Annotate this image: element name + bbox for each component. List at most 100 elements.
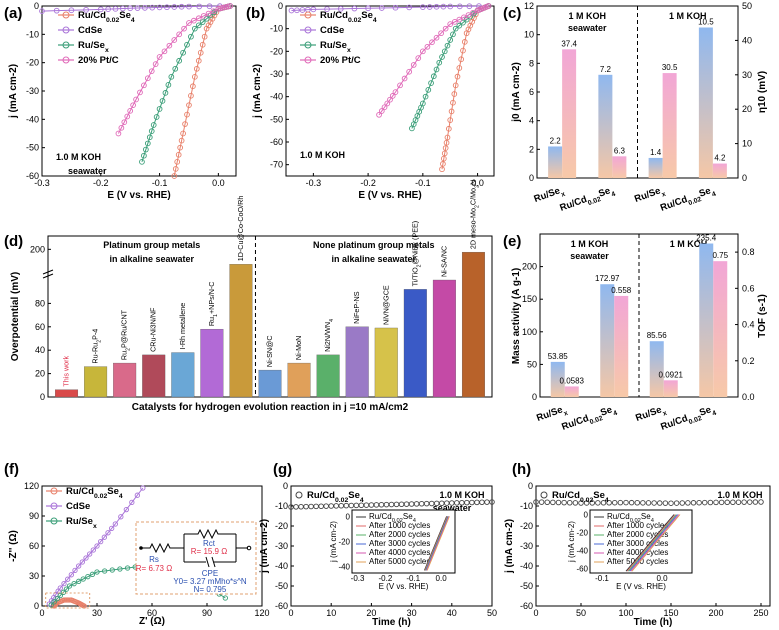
panel-g-inset-xtick-label: 0.0 — [436, 574, 448, 583]
panel-b-data-point — [294, 7, 300, 14]
panel-a-data-point — [178, 3, 185, 10]
panel-f-data-point — [90, 547, 96, 553]
panel-a-data-point — [150, 122, 157, 128]
panel-b-data-point — [441, 48, 448, 55]
panel-h-data-point — [657, 500, 663, 506]
panel-h-inset-legend-label: After 4000 cycles — [607, 548, 668, 557]
panel-f-data-point — [48, 602, 54, 608]
panel-c-bar-right — [612, 156, 627, 178]
panel-c-bar-right — [662, 73, 677, 178]
panel-a-data-point — [172, 65, 179, 72]
panel-e-bar-right — [713, 261, 728, 397]
panel-g-data-point — [393, 501, 400, 508]
panel-d-bar — [461, 251, 485, 398]
panel-b-data-point — [456, 16, 463, 23]
panel-b-data-point — [447, 37, 454, 43]
panel-a-xtick-label: -0.1 — [152, 178, 168, 188]
panel-d-bar — [55, 389, 79, 398]
panel-g-inset-curve — [425, 516, 449, 571]
panel-h-xlabel: Time (h) — [634, 617, 673, 628]
panel-b-data-point — [433, 66, 440, 73]
panel-a-legend-label: CdSe — [78, 25, 102, 36]
panel-a-data-point — [190, 83, 196, 90]
panel-a-data-point — [200, 13, 207, 19]
panel-g-xtick-label: 10 — [326, 608, 336, 618]
panel-f-data-point — [80, 576, 86, 582]
panel-h-inset-curve — [625, 514, 675, 572]
panel-h-data-point — [567, 500, 573, 506]
panel-g-ytick-label: -30 — [275, 541, 288, 551]
panel-h-inset-ylabel: j (mA cm-2) — [567, 521, 576, 563]
panel-b-data-point — [428, 80, 434, 86]
panel-f-legend-label: Ru/Cd0.02Se4 — [66, 486, 123, 500]
panel-a-legend-label: Ru/Cd0.02Se4 — [78, 10, 135, 24]
panel-f-data-point — [51, 599, 57, 605]
panel-a-data-point — [181, 25, 187, 32]
panel-h-inset-ytick-label: 0 — [584, 511, 589, 520]
panel-f-legend-marker — [50, 487, 58, 495]
panel-h-ytick-label: -20 — [520, 521, 533, 531]
panel-d-bar-label: 2D meso-Mo2C/Mo2N — [468, 180, 480, 249]
panel-h-ytick-label: -60 — [520, 601, 533, 611]
panel-b-data-point — [409, 125, 415, 132]
panel-c-ytick-label: 4 — [529, 116, 534, 126]
panel-d-bar-label: Ni-SA/NC — [439, 246, 448, 277]
panel-a-data-point — [186, 20, 192, 26]
panel-e-ylabel-right: TOF (s-1) — [757, 294, 768, 338]
panel-a-data-point — [184, 41, 190, 48]
panel-a-data-point — [195, 57, 202, 64]
panel-b-data-point — [461, 39, 468, 45]
panel-a-data-point — [39, 8, 45, 14]
panel-f-series-line — [48, 487, 144, 605]
panel-h-data-point — [623, 499, 629, 506]
panel-b-data-point — [425, 87, 432, 93]
panel-b-data-point — [456, 22, 463, 29]
panel-a-data-point — [215, 5, 222, 12]
panel-h-data-point — [713, 499, 719, 506]
panel-g-xtick-label: 40 — [447, 608, 457, 618]
panel-d-bar — [84, 366, 108, 398]
panel-f-data-point — [63, 586, 70, 592]
panel-d-bar — [316, 354, 340, 398]
panel-d-group-title: None platinum group metals — [313, 240, 435, 250]
panel-h-data-point — [702, 499, 708, 506]
panel-e-section-label: 1 M KOH — [670, 239, 708, 249]
panel-h-ytick-label: -40 — [520, 561, 533, 571]
panel-f-xtick-label: 120 — [254, 608, 269, 618]
panel-h-inset-ytick-label: -40 — [576, 547, 588, 556]
panel-h-data-point — [724, 499, 731, 506]
panel-g-xlabel: Time (h) — [372, 617, 411, 628]
panel-a-xlabel: E (V vs. RHE) — [107, 190, 170, 201]
panel-f-legend-label: Ru/Sex — [66, 516, 97, 530]
panel-a-data-point — [191, 73, 198, 80]
panel-f-data-point — [71, 581, 77, 587]
panel-e-value-label: 0.558 — [611, 286, 632, 295]
panel-f-ytick-label: 0 — [34, 601, 39, 611]
panel-a-ytick-label: -20 — [26, 58, 39, 68]
panel-f-xtick-label: 90 — [202, 608, 212, 618]
panel-b-data-point — [450, 99, 456, 106]
panel-b-data-point — [447, 117, 454, 123]
panel-f-ylabel: -Z'' (Ω) — [8, 530, 19, 562]
panel-g-data-point — [333, 503, 339, 509]
panel-f-data-point — [57, 592, 63, 599]
panel-f-circuit-label: CPE — [202, 569, 218, 578]
panel-h-xtick-label: 250 — [753, 608, 768, 618]
panel-a-ytick-label: -40 — [26, 114, 39, 124]
panel-c-chart: 0 2 4 6 8 10 12 0 10 20 30 40 50 1 M KOH seawater 1 M K… — [511, 1, 768, 214]
panel-h-data-point — [533, 499, 539, 505]
panel-a-data-point — [206, 3, 213, 10]
panel-c-ytick-right-label: 10 — [742, 139, 752, 149]
panel-f-data-point — [124, 565, 131, 571]
panel-h-inset-ytick-label: -20 — [576, 529, 588, 538]
panel-b-legend-label: CdSe — [320, 25, 344, 36]
panel-b-data-point — [378, 108, 385, 114]
panel-a-data-point — [196, 3, 203, 10]
panel-c-value-label: 4.2 — [714, 154, 726, 163]
panel-h-ytick-label: -30 — [520, 541, 533, 551]
panel-a-data-point — [175, 151, 182, 158]
panel-d-ytick-label: 20 — [35, 369, 45, 379]
panel-b-data-point — [440, 155, 447, 162]
panel-d-bar-label: CRu-Ni3N/NF — [149, 307, 158, 352]
